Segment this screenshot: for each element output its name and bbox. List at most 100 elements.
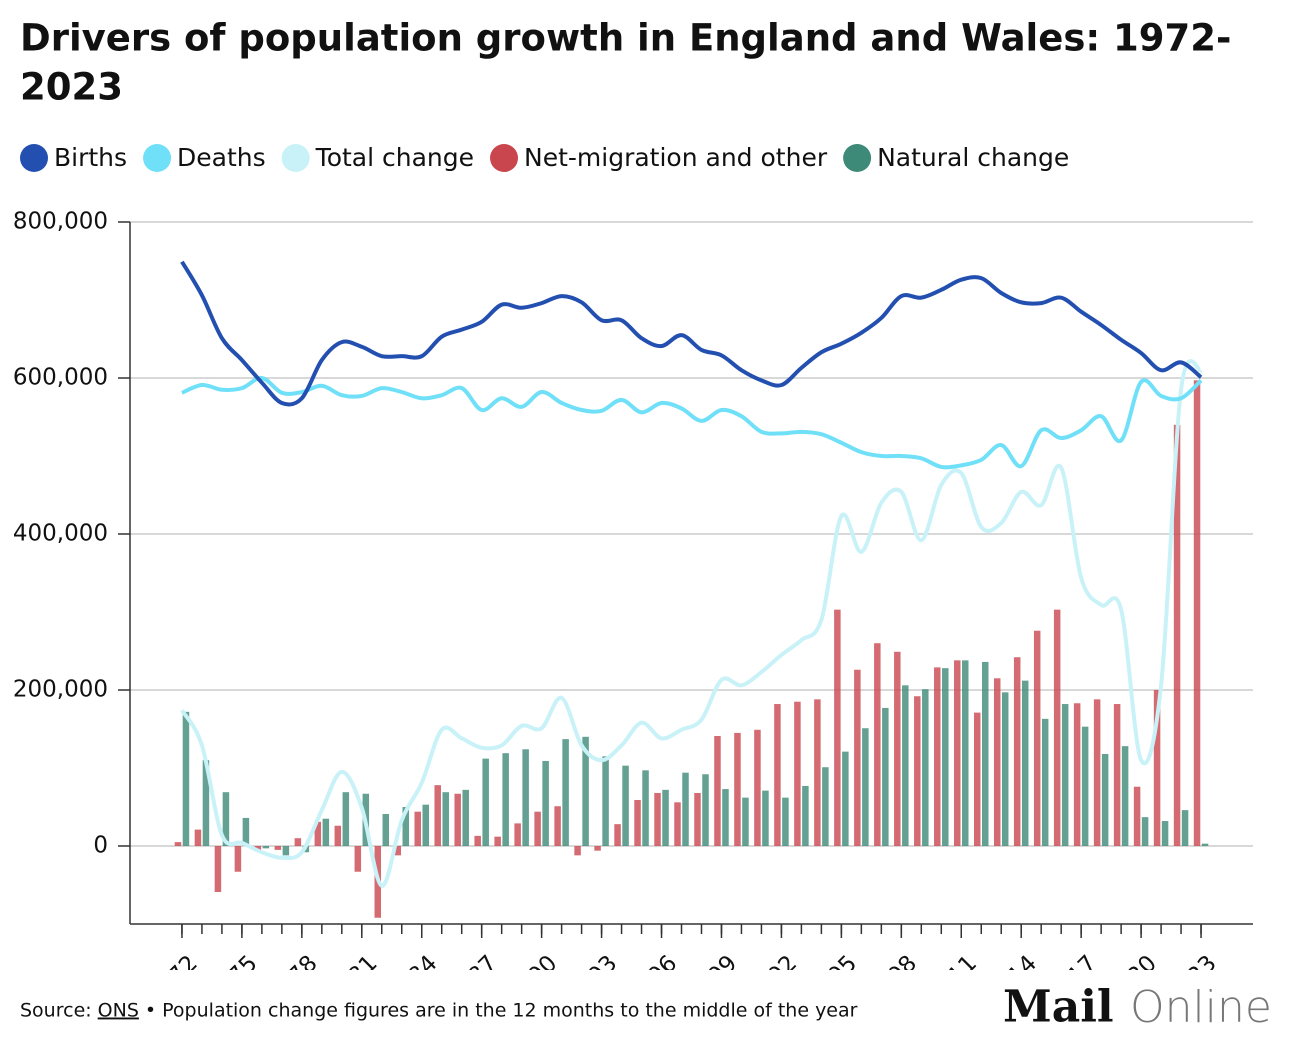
logo-mail: Mail: [1003, 982, 1114, 1033]
x-tick-label: 2008: [862, 950, 922, 1010]
bar: [1121, 746, 1129, 846]
bar: [862, 728, 869, 846]
legend: Births Deaths Total change Net-migration an…: [20, 143, 1069, 172]
bar: [462, 789, 469, 846]
bar: [1093, 699, 1101, 846]
bar: [602, 756, 609, 846]
bar: [454, 793, 461, 846]
bar: [993, 678, 1001, 846]
bar: [1081, 726, 1089, 846]
bar: [554, 806, 561, 846]
bar: [354, 846, 362, 872]
y-tick-label: 200,000: [13, 677, 108, 703]
bar: [954, 660, 961, 846]
bar: [973, 712, 981, 846]
bar: [822, 767, 829, 846]
bar: [1153, 690, 1161, 846]
legend-swatch: [143, 144, 172, 172]
bar: [194, 829, 202, 846]
bar: [582, 736, 589, 846]
legend-swatch: [20, 144, 48, 172]
bar: [222, 792, 230, 846]
bar: [1021, 680, 1029, 846]
source-label: Source:: [20, 1000, 92, 1022]
bar: [754, 729, 761, 846]
bar: [882, 707, 889, 846]
bar: [494, 836, 501, 846]
bar: [1061, 704, 1069, 846]
source-link[interactable]: ONS: [98, 1000, 139, 1022]
bar: [642, 770, 649, 846]
bar: [502, 753, 509, 846]
legend-label: Net-migration and other: [524, 143, 828, 172]
bar: [514, 823, 521, 846]
bar: [214, 846, 222, 893]
bar: [574, 846, 581, 856]
bar: [902, 685, 909, 846]
bar: [981, 661, 989, 846]
bar: [734, 732, 741, 846]
bar: [174, 842, 182, 846]
x-tick-label: 2011: [922, 950, 982, 1010]
line: [181, 376, 1203, 470]
bar: [762, 790, 769, 846]
bar: [874, 643, 881, 846]
bar: [914, 696, 921, 846]
bar: [934, 667, 941, 846]
bar: [894, 651, 901, 846]
legend-label: Births: [54, 143, 127, 172]
bar: [622, 765, 629, 846]
bar: [854, 669, 861, 846]
bar: [1053, 609, 1061, 846]
bar: [682, 772, 689, 846]
bar: [774, 704, 781, 846]
bar: [482, 758, 489, 846]
bar: [814, 699, 821, 846]
legend-swatch: [490, 144, 519, 172]
bar: [242, 817, 250, 846]
bar: [802, 785, 809, 846]
legend-swatch: [843, 144, 872, 172]
bar: [294, 838, 302, 846]
bar: [342, 792, 350, 846]
legend-swatch: [281, 144, 310, 172]
bar: [1193, 380, 1201, 846]
bar: [1173, 424, 1181, 846]
y-tick-label: 400,000: [13, 521, 108, 547]
bar: [522, 749, 529, 846]
bar: [694, 792, 701, 846]
bar: [654, 792, 661, 846]
bar: [594, 846, 601, 851]
bar: [182, 711, 190, 846]
bar: [722, 789, 729, 846]
bar: [842, 751, 849, 846]
bar: [562, 739, 569, 846]
bar: [1141, 817, 1149, 846]
bar: [922, 689, 929, 846]
plot: 0 200,000 400,000 600,000 800,000: [13, 209, 1253, 938]
footnote: • Population change figures are in the 1…: [145, 1000, 858, 1022]
bar: [274, 846, 282, 850]
bar: [402, 807, 410, 846]
bar: [202, 760, 210, 846]
chart-title: Drivers of population growth in England …: [20, 17, 1231, 60]
bar: [962, 660, 969, 846]
bar: [634, 799, 641, 846]
bar: [534, 811, 541, 846]
bar: [474, 835, 481, 846]
bar: [1113, 704, 1121, 846]
bar: [1041, 718, 1049, 846]
bar: [1181, 810, 1189, 846]
y-tick-label: 600,000: [13, 365, 108, 391]
bar: [1201, 843, 1209, 846]
chart-title: 2023: [20, 66, 123, 109]
bar: [282, 846, 290, 856]
bar: [1033, 630, 1041, 846]
bar: [382, 814, 390, 846]
line: [180, 359, 1204, 888]
legend-label: Deaths: [177, 143, 266, 172]
footer: Source: ONS • Population change figures …: [20, 982, 1272, 1034]
bar: [1001, 692, 1009, 846]
bar: [1161, 821, 1169, 846]
bar: [394, 846, 402, 856]
